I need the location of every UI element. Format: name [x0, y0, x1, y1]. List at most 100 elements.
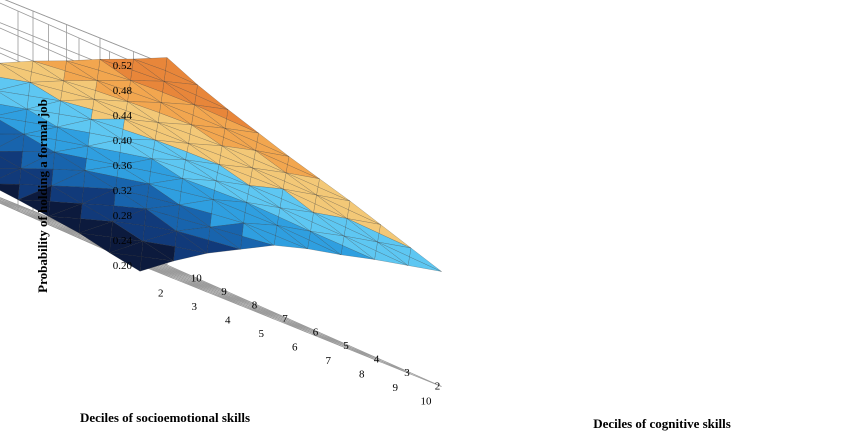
surface-facet — [310, 231, 343, 256]
x-tick-label: 7 — [326, 355, 332, 367]
surface-facet — [154, 139, 188, 161]
surface-facet — [66, 60, 99, 81]
floor-line — [17, 210, 320, 333]
surface-facet — [176, 230, 209, 254]
surface-facet — [93, 99, 127, 120]
surface-facet — [57, 126, 90, 147]
surface-facet — [249, 185, 282, 209]
surface-facet — [188, 143, 221, 165]
surface-facet — [112, 221, 145, 242]
floor-line — [0, 202, 141, 266]
surface-facet — [215, 180, 249, 203]
surface-facet — [51, 185, 84, 204]
surface-facet — [63, 80, 96, 100]
surface-facet — [78, 232, 112, 254]
surface-facet — [87, 145, 121, 166]
surface-facet — [142, 241, 176, 262]
z-tick-label: 0.24 — [113, 235, 133, 247]
tick-labels: 0.20 0.24 0.28 0.32 0.36 0.40 0.44 0.48 0.52 2 3 4 5… — [113, 60, 440, 408]
surface-facet — [20, 168, 54, 187]
x-tick-label: 3 — [192, 301, 198, 313]
surface-facet — [243, 222, 276, 246]
y-tick-label: 9 — [221, 286, 227, 298]
surface-facet — [252, 167, 285, 190]
surface-facet — [84, 170, 118, 190]
surface-facet — [26, 108, 60, 128]
surface-facet — [185, 159, 218, 182]
surface-facet — [285, 172, 319, 196]
surface-facet — [54, 151, 87, 171]
x-axis-title: Deciles of cognitive skills — [593, 416, 731, 431]
surface-facet — [23, 133, 57, 153]
surface-facet — [124, 118, 157, 141]
x-tick-label: 9 — [393, 382, 399, 394]
x-tick-label: 5 — [259, 328, 265, 340]
surface-facet — [0, 63, 32, 83]
y-tick-label: 3 — [404, 367, 410, 379]
surface-facet — [90, 119, 124, 140]
surface-facet — [151, 158, 185, 179]
surface-facet — [179, 204, 212, 228]
surface-facet — [127, 101, 160, 123]
x-tick-label: 4 — [225, 315, 231, 327]
y-tick-label: 5 — [343, 340, 349, 352]
y-tick-label: 4 — [374, 354, 380, 366]
surface-facet — [212, 199, 246, 224]
floor-line — [109, 251, 412, 374]
surface-facet — [29, 82, 63, 102]
y-tick-label: 7 — [282, 313, 288, 325]
floor-line — [0, 199, 208, 293]
surface-facet — [115, 188, 148, 210]
z-tick-label: 0.28 — [113, 210, 133, 222]
surface-facet — [377, 241, 410, 266]
x-tick-label: 2 — [158, 288, 164, 300]
surface-facet — [130, 80, 163, 103]
surface-facet — [255, 150, 288, 174]
y-tick-label: 10 — [191, 273, 203, 285]
surface-facet — [194, 104, 227, 129]
surface-facet — [157, 122, 191, 144]
surface-facet — [163, 81, 197, 106]
z-tick-label: 0.36 — [113, 160, 133, 172]
surface-facet — [32, 60, 66, 82]
surface-facet — [145, 208, 179, 232]
z-axis-title: Probability of holding a formal job — [35, 99, 50, 293]
floor-line — [139, 264, 442, 387]
surface-facet — [221, 145, 255, 169]
y-tick-label: 2 — [435, 381, 441, 393]
y-axis-title: Deciles of socioemotional skills — [80, 410, 250, 425]
z-tick-label: 0.32 — [113, 185, 132, 197]
surface-facet — [313, 212, 346, 237]
y-tick-label: 8 — [252, 300, 258, 312]
surface-facet — [121, 138, 154, 160]
floor-line — [166, 264, 442, 387]
x-tick-label: 6 — [292, 342, 298, 354]
z-tick-label: 0.48 — [113, 85, 133, 97]
surface-facet — [316, 194, 349, 219]
surface-facet — [282, 188, 316, 213]
surface-facet — [96, 80, 130, 102]
surface-facet — [0, 90, 29, 110]
x-tick-label: 10 — [421, 396, 433, 408]
surface-facet — [48, 216, 81, 234]
surface-facet — [279, 207, 313, 232]
surface-facet — [346, 218, 380, 243]
surface-facet — [118, 165, 151, 185]
surface-facet — [148, 183, 182, 206]
surface-facet — [224, 128, 258, 151]
surface-facet — [246, 202, 279, 226]
surface-facet — [343, 235, 377, 260]
surface-facet — [109, 252, 142, 272]
surface-facet — [209, 226, 243, 250]
surface-plot — [0, 57, 442, 272]
surface-facet — [81, 203, 115, 222]
z-tick-label: 0.44 — [113, 110, 133, 122]
surface-facet — [160, 102, 194, 126]
z-tick-label: 0.40 — [113, 135, 133, 147]
surface-facet — [218, 164, 252, 186]
surface-facet — [276, 225, 310, 250]
surface-facet — [0, 151, 23, 169]
surface-facet — [133, 58, 166, 82]
y-tick-label: 6 — [313, 327, 319, 339]
